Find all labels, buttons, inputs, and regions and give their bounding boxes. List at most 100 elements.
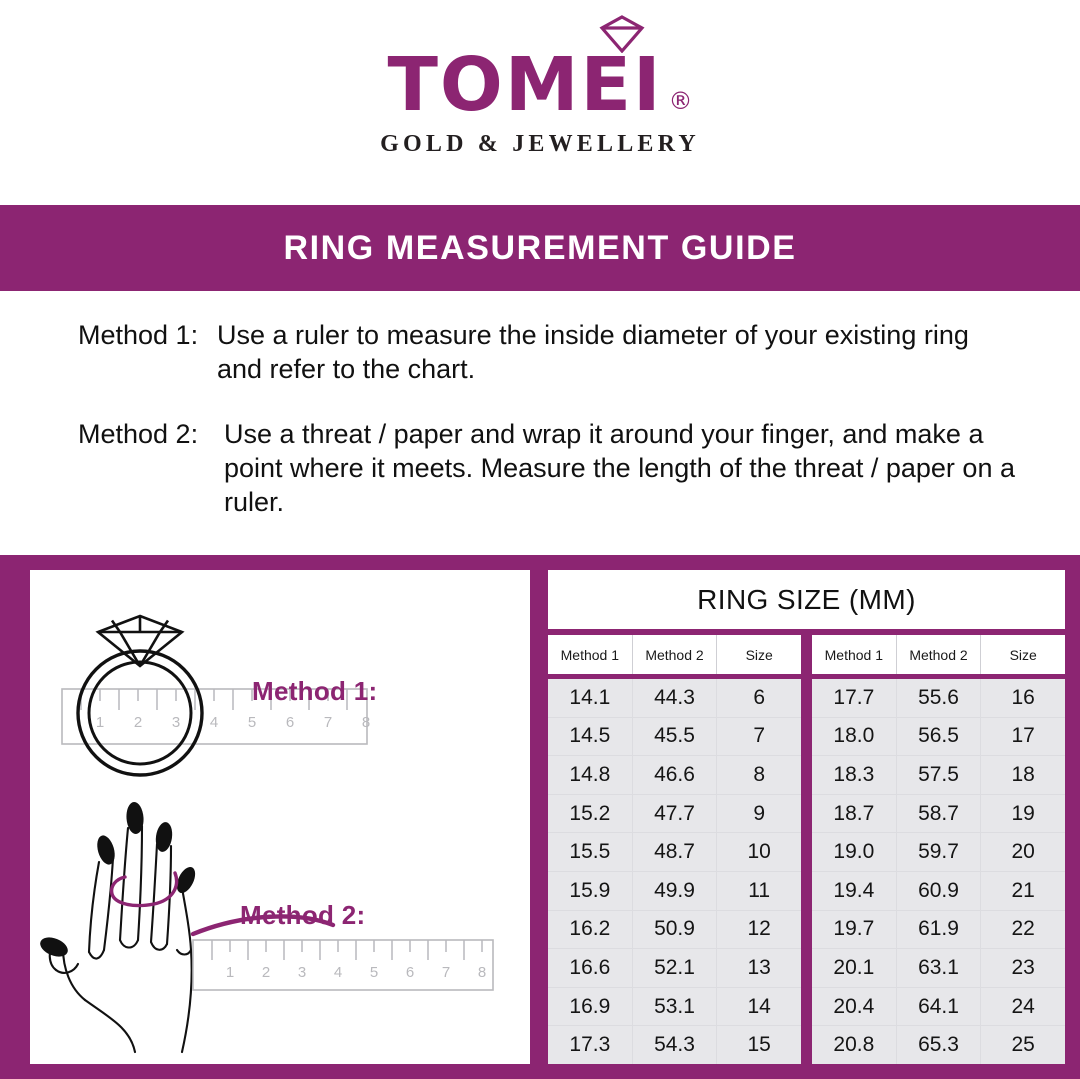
cell-method-1: 15.9 bbox=[548, 871, 633, 910]
cell-size: 14 bbox=[747, 994, 771, 1018]
cell-size: 12 bbox=[747, 917, 771, 941]
column-header-method-1: Method 1 bbox=[548, 635, 633, 674]
registered-trademark-icon: ® bbox=[668, 87, 693, 115]
svg-text:2: 2 bbox=[262, 964, 270, 981]
ruler-icon: 1 2 3 4 5 6 7 8 bbox=[192, 939, 494, 991]
table-row: 19.4 60.9 21 bbox=[812, 871, 1065, 911]
table-row: 19.7 61.9 22 bbox=[812, 910, 1065, 950]
cell-method-1: 14.8 bbox=[548, 756, 633, 794]
hand-thread-ruler-icon: 1 2 3 4 5 6 7 8 bbox=[40, 802, 494, 1054]
cell-method-1: 15.5 bbox=[548, 833, 633, 871]
table-row: 18.0 56.5 17 bbox=[812, 717, 1065, 757]
bottom-purple-frame: Method 1: bbox=[0, 555, 1080, 1079]
table-row: 17.7 55.6 16 bbox=[812, 679, 1065, 718]
cell-method-1: 19.0 bbox=[812, 833, 897, 871]
svg-text:8: 8 bbox=[362, 714, 370, 731]
cell-method-1: 16.2 bbox=[548, 910, 633, 949]
cell-method-1: 14.5 bbox=[548, 717, 633, 756]
instruction-method-2: Method 2: Use a threat / paper and wrap … bbox=[78, 417, 1018, 520]
cell-method-2: 65.3 bbox=[897, 1026, 982, 1064]
cell-size: 22 bbox=[1011, 917, 1035, 941]
cell-method-2: 50.9 bbox=[633, 910, 718, 949]
cell-method-1: 18.0 bbox=[812, 717, 897, 756]
svg-text:1: 1 bbox=[226, 964, 234, 981]
cell-size: 10 bbox=[747, 840, 771, 864]
column-header-method-1: Method 1 bbox=[812, 635, 897, 674]
cell-size: 21 bbox=[1011, 878, 1035, 902]
table-row: 17.3 54.3 15 bbox=[548, 1026, 801, 1064]
cell-size: 25 bbox=[1011, 1033, 1035, 1057]
cell-method-1: 20.8 bbox=[812, 1026, 897, 1064]
svg-text:7: 7 bbox=[442, 964, 450, 981]
table-row: 15.9 49.9 11 bbox=[548, 871, 801, 911]
table-header-row: Method 1 Method 2 Size bbox=[548, 635, 801, 674]
svg-text:6: 6 bbox=[286, 714, 294, 731]
cell-method-1: 15.2 bbox=[548, 794, 633, 833]
cell-method-2: 49.9 bbox=[633, 871, 718, 910]
logo-wordmark-row: TOMEI ® bbox=[387, 15, 693, 128]
table-body-left: 14.1 44.3 6 14.5 45.5 7 14.8 46.6 8 15.2 47.7 9 15.5… bbox=[548, 674, 801, 1064]
thread-wrap-icon bbox=[109, 871, 179, 908]
table-row: 15.2 47.7 9 bbox=[548, 794, 801, 834]
cell-method-2: 60.9 bbox=[897, 871, 982, 910]
table-row: 16.6 52.1 13 bbox=[548, 949, 801, 988]
cell-method-2: 46.6 bbox=[633, 756, 718, 794]
logo-tagline: GOLD & JEWELLERY bbox=[380, 131, 700, 157]
cell-method-2: 58.7 bbox=[897, 794, 982, 833]
svg-text:2: 2 bbox=[134, 714, 142, 731]
table-row: 16.9 53.1 14 bbox=[548, 987, 801, 1027]
cell-method-1: 18.3 bbox=[812, 756, 897, 794]
cell-size: 24 bbox=[1011, 994, 1035, 1018]
table-row: 20.1 63.1 23 bbox=[812, 949, 1065, 988]
table-row: 14.5 45.5 7 bbox=[548, 717, 801, 757]
ruler-icon: 1 2 3 4 5 6 7 8 bbox=[61, 688, 370, 745]
diamond-ring-with-ruler-icon: 1 2 3 4 5 6 7 8 bbox=[61, 614, 370, 777]
cell-method-2: 47.7 bbox=[633, 794, 718, 833]
cell-size: 6 bbox=[753, 685, 766, 709]
cell-method-1: 14.1 bbox=[548, 679, 633, 717]
table-row: 20.4 64.1 24 bbox=[812, 987, 1065, 1027]
svg-text:3: 3 bbox=[298, 964, 306, 981]
table-body-right: 17.7 55.6 16 18.0 56.5 17 18.3 57.5 18 18.7 58.7 19… bbox=[812, 674, 1065, 1064]
column-header-method-2: Method 2 bbox=[897, 635, 982, 674]
instruction-method-1: Method 1: Use a ruler to measure the ins… bbox=[78, 318, 1018, 387]
cell-size: 8 bbox=[753, 762, 766, 786]
cell-method-2: 53.1 bbox=[633, 987, 718, 1026]
cell-method-1: 17.3 bbox=[548, 1026, 633, 1064]
cell-size: 7 bbox=[753, 724, 766, 748]
svg-text:7: 7 bbox=[324, 714, 332, 731]
svg-text:3: 3 bbox=[172, 714, 180, 731]
column-header-size: Size bbox=[745, 646, 773, 663]
table-row: 20.8 65.3 25 bbox=[812, 1026, 1065, 1064]
brand-logo: TOMEI ® GOLD & JEWELLERY bbox=[0, 0, 1080, 205]
table-row: 18.7 58.7 19 bbox=[812, 794, 1065, 834]
cell-method-2: 56.5 bbox=[897, 717, 982, 756]
cell-method-2: 48.7 bbox=[633, 833, 718, 871]
method-2-illustration: Method 2: bbox=[30, 800, 530, 1062]
svg-text:6: 6 bbox=[406, 964, 414, 981]
page-title-banner: RING MEASUREMENT GUIDE bbox=[0, 205, 1080, 291]
page-title: RING MEASUREMENT GUIDE bbox=[283, 228, 797, 267]
cell-method-1: 19.7 bbox=[812, 910, 897, 949]
cell-method-2: 57.5 bbox=[897, 756, 982, 794]
cell-method-1: 19.4 bbox=[812, 871, 897, 910]
table-row: 15.5 48.7 10 bbox=[548, 833, 801, 872]
table-header-row: Method 1 Method 2 Size bbox=[812, 635, 1065, 674]
cell-method-1: 16.6 bbox=[548, 949, 633, 987]
instruction-label: Method 1: bbox=[78, 320, 199, 350]
table-row: 14.1 44.3 6 bbox=[548, 679, 801, 718]
method-1-illustration: Method 1: bbox=[30, 588, 530, 793]
cell-size: 9 bbox=[753, 801, 766, 825]
cell-method-2: 61.9 bbox=[897, 910, 982, 949]
cell-method-1: 17.7 bbox=[812, 679, 897, 717]
cell-method-2: 55.6 bbox=[897, 679, 982, 717]
logo-wordmark: TOMEI bbox=[387, 41, 663, 128]
table-title-bar: RING SIZE (MM) bbox=[548, 570, 1065, 629]
svg-text:1: 1 bbox=[96, 714, 104, 731]
column-header-method-2: Method 2 bbox=[633, 635, 718, 674]
diamond-icon bbox=[599, 15, 645, 53]
method-2-tag: Method 2: bbox=[240, 900, 366, 930]
cell-size: 20 bbox=[1011, 840, 1035, 864]
instruction-text: Use a ruler to measure the inside diamet… bbox=[217, 320, 969, 385]
cell-method-2: 63.1 bbox=[897, 949, 982, 987]
